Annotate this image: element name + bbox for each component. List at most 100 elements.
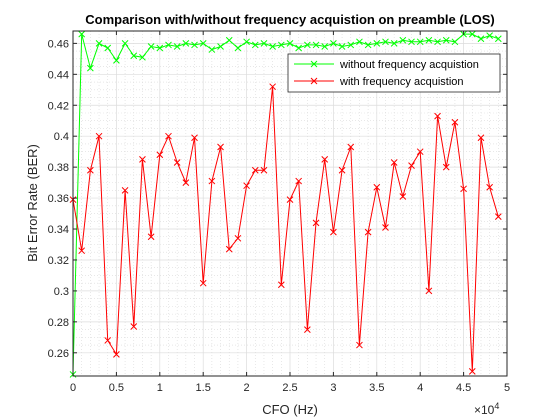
data-point-marker: [356, 341, 363, 349]
legend-box: [287, 53, 501, 93]
data-point-marker: [390, 159, 398, 166]
data-point-marker: [130, 323, 138, 330]
data-point-marker: [347, 143, 355, 151]
x-tick-label: 5: [504, 382, 510, 394]
data-point-marker: [156, 151, 164, 159]
x-tick-label: 3: [330, 382, 336, 394]
data-point-marker: [286, 196, 294, 203]
data-point-marker: [199, 40, 207, 47]
data-point-marker: [468, 368, 476, 375]
data-point-marker: [139, 53, 146, 61]
x-tick-label: 3.5: [369, 382, 384, 394]
data-point-marker: [269, 43, 276, 50]
data-point-marker: [321, 43, 329, 50]
legend-marker-with: [310, 77, 318, 85]
data-point-marker: [460, 185, 467, 193]
series-with-frequency-acquisition: [69, 83, 502, 375]
data-point-marker: [451, 38, 459, 46]
y-tick-label: 0.3: [54, 286, 69, 298]
data-point-marker: [173, 43, 181, 50]
data-point-marker: [191, 41, 198, 49]
data-point-marker: [165, 41, 172, 49]
data-point-marker: [399, 193, 407, 200]
data-point-marker: [104, 44, 112, 52]
data-point-marker: [225, 36, 233, 44]
data-point-marker: [104, 337, 112, 344]
legend-label-without: without frequency acquistion: [339, 59, 479, 71]
data-point-marker: [382, 38, 389, 46]
data-point-marker: [477, 134, 485, 142]
data-point-marker: [234, 234, 242, 242]
data-point-marker: [451, 118, 459, 126]
data-point-marker: [182, 40, 190, 47]
data-point-marker: [364, 41, 372, 49]
data-point-marker: [416, 38, 424, 46]
data-point-marker: [390, 40, 398, 47]
data-point-marker: [121, 186, 129, 194]
data-point-marker: [251, 166, 259, 174]
data-point-marker: [173, 159, 181, 166]
data-point-marker: [121, 40, 129, 47]
data-point-marker: [87, 166, 94, 174]
y-tick-label: 0.36: [48, 193, 69, 205]
data-point-marker: [199, 279, 207, 287]
data-point-marker: [434, 112, 441, 120]
data-point-marker: [286, 40, 294, 47]
data-point-marker: [312, 41, 320, 49]
data-point-marker: [330, 40, 337, 47]
data-point-marker: [95, 40, 103, 47]
data-point-marker: [113, 350, 120, 358]
y-tick-label: 0.26: [48, 348, 69, 360]
data-point-marker: [208, 46, 216, 53]
data-point-marker: [494, 35, 502, 43]
data-point-marker: [330, 228, 337, 236]
legend: without frequency acquistion with freque…: [287, 53, 501, 93]
data-point-marker: [295, 177, 303, 185]
y-axis-label: Bit Error Rate (BER): [25, 144, 40, 262]
y-tick-label: 0.28: [48, 317, 69, 329]
data-point-marker: [486, 32, 493, 39]
y-tick-label: 0.42: [48, 100, 69, 112]
data-point-marker: [425, 36, 433, 44]
data-point-marker: [356, 38, 363, 46]
data-point-marker: [373, 183, 381, 191]
data-point-marker: [78, 30, 86, 38]
data-point-marker: [156, 44, 164, 52]
data-point-marker: [95, 132, 103, 140]
data-point-marker: [113, 57, 120, 64]
data-point-marker: [234, 44, 242, 52]
data-point-marker: [277, 281, 285, 289]
data-point-marker: [87, 64, 94, 72]
y-tick-label: 0.38: [48, 162, 69, 174]
y-tick-label: 0.4: [54, 131, 69, 143]
data-point-marker: [260, 166, 268, 174]
data-point-marker: [260, 40, 268, 47]
data-point-marker: [304, 41, 311, 49]
x-tick-label: 4: [417, 382, 423, 394]
data-point-marker: [165, 132, 172, 140]
data-point-marker: [78, 247, 86, 255]
data-point-marker: [382, 224, 389, 231]
data-point-marker: [251, 41, 259, 49]
x-tick-label: 0.5: [109, 382, 124, 394]
data-point-marker: [477, 35, 485, 43]
data-point-marker: [295, 44, 303, 52]
data-point-marker: [243, 182, 250, 190]
data-point-marker: [373, 40, 381, 47]
data-point-marker: [277, 41, 285, 49]
y-tick-label: 0.32: [48, 255, 69, 267]
x-tick-labels: 0 0.5 1 1.5 2 2.5 3 3.5 4 4.5 5: [70, 382, 510, 394]
data-point-marker: [338, 166, 346, 174]
legend-marker-without: [310, 60, 318, 68]
x-tick-label: 1: [157, 382, 163, 394]
data-point-marker: [130, 52, 138, 60]
data-point-marker: [217, 43, 224, 50]
data-point-marker: [442, 163, 450, 171]
y-tick-label: 0.34: [48, 224, 69, 236]
data-point-marker: [486, 183, 493, 191]
data-point-marker: [468, 30, 476, 38]
data-point-marker: [304, 326, 311, 333]
data-point-marker: [139, 156, 146, 163]
data-point-marker: [147, 233, 155, 241]
x-tick-label: 2.5: [282, 382, 297, 394]
